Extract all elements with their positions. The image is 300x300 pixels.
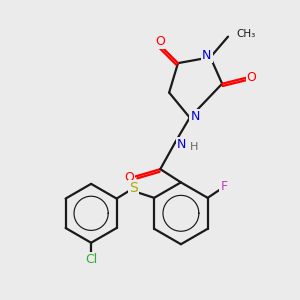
Text: O: O [124, 172, 134, 184]
Text: H: H [190, 142, 198, 152]
Text: Cl: Cl [85, 253, 97, 266]
Text: O: O [155, 34, 165, 48]
Text: CH₃: CH₃ [236, 29, 256, 39]
Text: F: F [220, 180, 227, 193]
Text: N: N [177, 138, 186, 151]
Text: S: S [129, 182, 138, 195]
Text: N: N [202, 49, 212, 62]
Text: O: O [247, 71, 256, 84]
Text: N: N [190, 110, 200, 123]
